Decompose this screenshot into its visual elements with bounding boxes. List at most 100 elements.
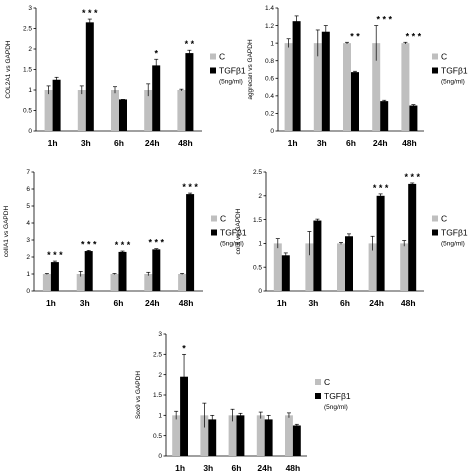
- y-tick-label: 1.5: [153, 392, 162, 399]
- bar-tgfb1-3h: [85, 22, 94, 132]
- bar-control-48h: [178, 274, 187, 291]
- bar-tgfb1-48h: [186, 194, 195, 291]
- bar-tgfb1-48h: [409, 105, 418, 131]
- x-category-label: 6h: [340, 298, 350, 308]
- x-category-label: 24h: [369, 298, 384, 308]
- y-tick-label: 3: [158, 331, 162, 338]
- bar-control-24h: [372, 43, 381, 132]
- y-tick-label: 0: [258, 288, 262, 295]
- y-tick-label: 0: [26, 288, 30, 295]
- bar-control-1h: [284, 43, 293, 132]
- x-category-label: 6h: [232, 463, 242, 473]
- y-axis-title: colX vs GAPDH: [235, 208, 242, 254]
- bar-tgfb1-1h: [52, 79, 61, 131]
- x-category-label: 1h: [46, 298, 56, 308]
- x-category-label: 6h: [114, 298, 124, 308]
- y-tick-label: 0: [28, 128, 32, 135]
- y-tick-label: 1: [270, 40, 274, 47]
- y-tick-label: 0.5: [153, 433, 162, 440]
- bar-control-6h: [111, 90, 119, 131]
- x-category-label: 48h: [286, 463, 301, 473]
- legend-swatch-tgfb1: [211, 229, 217, 236]
- legend-swatch-control: [432, 215, 438, 222]
- significance-mark: * * *: [373, 183, 389, 193]
- bar-control-24h: [144, 274, 153, 291]
- bar-control-3h: [305, 243, 314, 291]
- y-tick-label: 0.5: [253, 264, 262, 271]
- bar-control-24h: [368, 243, 377, 291]
- bar-control-24h: [144, 90, 153, 131]
- y-tick-label: 2.5: [23, 26, 32, 33]
- bar-tgfb1-6h: [118, 251, 127, 291]
- x-category-label: 48h: [179, 298, 194, 308]
- chart-panel-4: 0 0.5 1 1.5 2 2.5 colX vs GAPDH 1h 3h 6h * * * 24h *…: [235, 169, 468, 308]
- bar-control-1h: [273, 243, 282, 291]
- significance-mark: * * *: [47, 250, 63, 260]
- y-tick-label: 2.5: [253, 169, 262, 176]
- bar-control-6h: [110, 274, 119, 291]
- y-tick-label: 2: [28, 46, 32, 53]
- y-tick-label: 2.5: [153, 352, 162, 359]
- significance-mark: * * *: [82, 8, 98, 18]
- legend-label-dose: (5ng/ml): [220, 241, 244, 248]
- bar-tgfb1-6h: [119, 99, 127, 131]
- bar-tgfb1-3h: [321, 31, 330, 131]
- bar-tgfb1-48h: [408, 183, 417, 291]
- y-tick-label: 1: [158, 413, 162, 420]
- legend-label-dose: (5ng/ml): [324, 404, 348, 411]
- legend-swatch-tgfb1: [432, 229, 438, 236]
- x-category-label: 24h: [257, 463, 272, 473]
- legend-swatch-tgfb1: [315, 393, 321, 399]
- bar-tgfb1-48h: [185, 53, 194, 131]
- significance-mark: * *: [350, 31, 360, 41]
- x-category-label: 24h: [145, 138, 160, 148]
- x-category-label: 6h: [346, 138, 356, 148]
- legend-label-control: C: [219, 52, 225, 62]
- bar-tgfb1-48h: [292, 425, 301, 456]
- legend-label-dose: (5ng/ml): [441, 241, 465, 248]
- significance-mark: * * *: [81, 239, 97, 249]
- bar-tgfb1-24h: [264, 419, 273, 456]
- bar-control-1h: [44, 90, 53, 131]
- legend-label-control: C: [441, 52, 447, 62]
- bar-tgfb1-3h: [208, 419, 217, 456]
- y-tick-label: 7: [26, 169, 30, 176]
- y-tick-label: 1.5: [253, 217, 262, 224]
- y-tick-label: 5: [26, 203, 30, 210]
- bar-control-6h: [337, 243, 345, 291]
- x-category-label: 3h: [80, 298, 90, 308]
- legend-label-tgfb1: TGFβ1: [441, 66, 468, 76]
- legend-swatch-control: [210, 53, 216, 60]
- y-axis-title: COL2A1 vs GAPDH: [5, 40, 12, 98]
- y-tick-label: 1.2: [265, 23, 274, 30]
- legend-label-dose: (5ng/ml): [441, 79, 465, 86]
- legend-swatch-tgfb1: [210, 67, 216, 74]
- chart-panel-2: 0 0.2 0.4 0.6 0.8 1 1.2 1.4 aggrecan vs GAPDH 1h 3…: [247, 5, 468, 148]
- x-category-label: 6h: [114, 138, 124, 148]
- y-tick-label: 4: [26, 220, 30, 227]
- bar-tgfb1-24h: [152, 249, 161, 291]
- y-tick-label: 3: [28, 5, 32, 12]
- bar-tgfb1-1h: [281, 255, 290, 291]
- y-tick-label: 1.4: [265, 5, 274, 12]
- bar-tgfb1-24h: [376, 195, 385, 291]
- significance-mark: * * *: [404, 172, 420, 182]
- legend-label-dose: (5ng/ml): [219, 79, 243, 86]
- legend-label-control: C: [441, 214, 447, 224]
- bar-control-3h: [200, 415, 209, 456]
- legend-label-control: C: [324, 377, 330, 387]
- x-category-label: 1h: [288, 138, 298, 148]
- bar-tgfb1-24h: [152, 65, 161, 131]
- chart-panel-5: 0 0.5 1 1.5 2 2.5 3 Sox9 vs GAPDH * 1h 3h 6h 24h 48h C…: [135, 331, 351, 473]
- x-category-label: 48h: [401, 298, 416, 308]
- bar-control-6h: [343, 43, 351, 132]
- x-category-label: 3h: [308, 298, 318, 308]
- bar-control-1h: [42, 274, 51, 291]
- bar-tgfb1-1h: [292, 21, 301, 131]
- y-tick-label: 2: [26, 254, 30, 261]
- bar-control-48h: [400, 243, 409, 291]
- legend-swatch-control: [432, 53, 438, 60]
- y-tick-label: 1.5: [23, 67, 32, 74]
- significance-mark: * * *: [115, 240, 131, 250]
